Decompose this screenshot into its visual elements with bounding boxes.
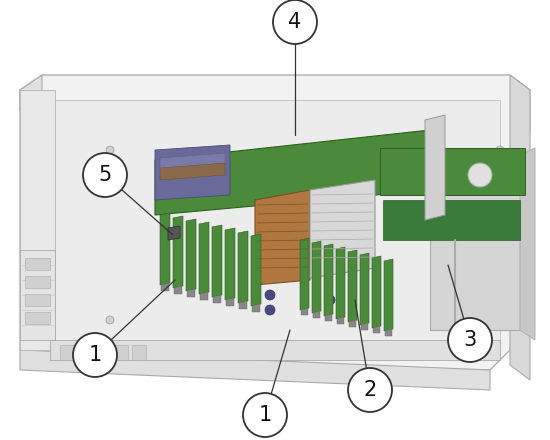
Polygon shape [60, 345, 74, 360]
Circle shape [106, 146, 114, 154]
Polygon shape [50, 100, 500, 345]
Circle shape [348, 368, 392, 412]
Polygon shape [132, 345, 146, 360]
Polygon shape [174, 286, 182, 294]
Text: 5: 5 [98, 165, 112, 185]
Polygon shape [360, 253, 369, 325]
Polygon shape [96, 345, 110, 360]
Polygon shape [238, 231, 248, 303]
Polygon shape [385, 329, 392, 336]
Polygon shape [20, 90, 55, 350]
Circle shape [83, 153, 127, 197]
Polygon shape [301, 308, 308, 315]
Polygon shape [310, 180, 375, 278]
Circle shape [273, 0, 317, 44]
Polygon shape [226, 298, 234, 306]
Circle shape [106, 316, 114, 324]
Polygon shape [160, 163, 225, 180]
Polygon shape [325, 314, 332, 321]
Polygon shape [25, 276, 50, 288]
Polygon shape [349, 320, 356, 327]
Polygon shape [300, 238, 309, 310]
Polygon shape [510, 75, 530, 380]
Polygon shape [212, 225, 222, 297]
Polygon shape [383, 200, 520, 240]
Polygon shape [78, 345, 92, 360]
Circle shape [73, 333, 117, 377]
Text: 1: 1 [89, 345, 102, 365]
Text: 3: 3 [463, 330, 477, 350]
Polygon shape [380, 148, 525, 195]
Circle shape [496, 146, 504, 154]
Polygon shape [372, 256, 381, 328]
Polygon shape [312, 241, 321, 313]
Polygon shape [430, 155, 520, 330]
Polygon shape [186, 219, 196, 291]
Polygon shape [199, 222, 209, 294]
Text: 4: 4 [288, 12, 301, 32]
Polygon shape [20, 75, 530, 370]
Polygon shape [187, 289, 195, 297]
Circle shape [325, 295, 335, 305]
Polygon shape [520, 148, 535, 340]
Polygon shape [324, 244, 333, 316]
Text: 1: 1 [258, 405, 272, 425]
Polygon shape [20, 250, 55, 340]
Polygon shape [361, 323, 368, 330]
Polygon shape [200, 292, 208, 300]
Circle shape [243, 393, 287, 437]
Polygon shape [348, 250, 357, 322]
Polygon shape [225, 228, 235, 300]
Polygon shape [20, 350, 490, 390]
Polygon shape [25, 312, 50, 324]
Polygon shape [384, 259, 393, 331]
Polygon shape [161, 283, 169, 291]
Polygon shape [255, 190, 310, 285]
Polygon shape [252, 304, 260, 312]
Polygon shape [425, 115, 445, 220]
Polygon shape [373, 326, 380, 333]
Polygon shape [213, 295, 221, 303]
Polygon shape [160, 153, 225, 170]
Polygon shape [337, 317, 344, 324]
Polygon shape [114, 345, 128, 360]
Polygon shape [155, 130, 430, 215]
Circle shape [265, 305, 275, 315]
Polygon shape [173, 216, 183, 288]
Polygon shape [25, 294, 50, 306]
Circle shape [265, 290, 275, 300]
Polygon shape [155, 145, 230, 200]
Polygon shape [160, 213, 170, 285]
Polygon shape [168, 226, 180, 240]
Polygon shape [336, 247, 345, 319]
Polygon shape [25, 258, 50, 270]
Polygon shape [239, 301, 247, 309]
Polygon shape [313, 311, 320, 318]
Circle shape [448, 318, 492, 362]
Circle shape [468, 163, 492, 187]
Polygon shape [50, 340, 500, 360]
Polygon shape [20, 75, 42, 110]
Circle shape [496, 316, 504, 324]
Polygon shape [251, 234, 261, 306]
Text: 2: 2 [364, 380, 377, 400]
